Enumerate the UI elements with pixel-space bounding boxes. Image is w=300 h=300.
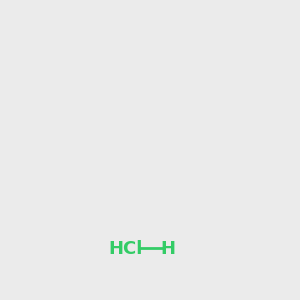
Text: HCl: HCl <box>109 239 143 257</box>
Text: H: H <box>160 239 175 257</box>
